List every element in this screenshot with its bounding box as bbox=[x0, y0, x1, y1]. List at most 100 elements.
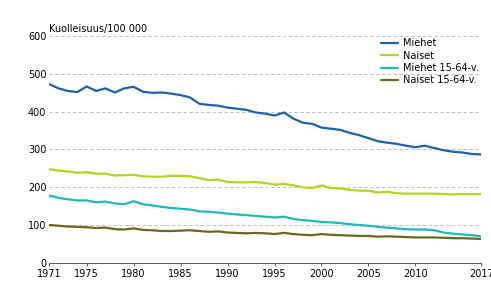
Miehet bbox=[347, 131, 353, 135]
Naiset bbox=[412, 192, 418, 195]
Naiset 15-64-v. bbox=[74, 225, 80, 229]
Naiset 15-64-v. bbox=[187, 228, 193, 232]
Miehet bbox=[431, 146, 437, 150]
Naiset 15-64-v. bbox=[403, 235, 409, 239]
Miehet 15-64-v. bbox=[112, 202, 118, 205]
Naiset 15-64-v. bbox=[290, 232, 296, 236]
Naiset 15-64-v. bbox=[460, 236, 465, 240]
Naiset bbox=[196, 176, 202, 180]
Naiset bbox=[356, 189, 362, 192]
Miehet bbox=[253, 111, 259, 114]
Miehet 15-64-v. bbox=[121, 202, 127, 206]
Naiset bbox=[121, 173, 127, 177]
Miehet bbox=[121, 86, 127, 90]
Naiset bbox=[178, 174, 184, 178]
Miehet 15-64-v. bbox=[319, 220, 325, 224]
Miehet bbox=[319, 126, 325, 129]
Naiset 15-64-v. bbox=[103, 226, 109, 230]
Miehet bbox=[262, 112, 268, 115]
Text: Kuolleisuus/100 000: Kuolleisuus/100 000 bbox=[49, 24, 147, 34]
Naiset 15-64-v. bbox=[215, 230, 221, 233]
Naiset bbox=[112, 174, 118, 177]
Miehet 15-64-v. bbox=[422, 228, 428, 231]
Naiset 15-64-v. bbox=[46, 223, 52, 227]
Miehet bbox=[215, 104, 221, 108]
Miehet bbox=[234, 107, 240, 111]
Miehet 15-64-v. bbox=[337, 221, 343, 225]
Miehet bbox=[309, 122, 315, 126]
Miehet bbox=[159, 91, 165, 94]
Miehet 15-64-v. bbox=[478, 234, 484, 238]
Miehet 15-64-v. bbox=[440, 231, 446, 234]
Miehet bbox=[131, 85, 136, 89]
Naiset 15-64-v. bbox=[309, 233, 315, 237]
Miehet bbox=[46, 82, 52, 86]
Naiset 15-64-v. bbox=[206, 230, 212, 234]
Miehet 15-64-v. bbox=[140, 202, 146, 206]
Naiset bbox=[168, 174, 174, 178]
Naiset 15-64-v. bbox=[431, 236, 437, 239]
Naiset bbox=[384, 190, 390, 194]
Miehet 15-64-v. bbox=[412, 228, 418, 231]
Naiset bbox=[478, 192, 484, 196]
Miehet bbox=[403, 144, 409, 148]
Naiset 15-64-v. bbox=[262, 231, 268, 235]
Naiset bbox=[149, 175, 155, 178]
Naiset 15-64-v. bbox=[300, 233, 306, 237]
Naiset bbox=[224, 180, 230, 184]
Naiset bbox=[440, 192, 446, 196]
Miehet 15-64-v. bbox=[131, 199, 136, 203]
Miehet bbox=[440, 149, 446, 152]
Miehet bbox=[140, 90, 146, 94]
Naiset bbox=[272, 183, 277, 186]
Miehet 15-64-v. bbox=[234, 213, 240, 216]
Naiset bbox=[84, 170, 90, 174]
Miehet bbox=[394, 142, 400, 146]
Naiset 15-64-v. bbox=[469, 237, 475, 240]
Naiset 15-64-v. bbox=[244, 231, 249, 235]
Miehet 15-64-v. bbox=[55, 196, 61, 200]
Naiset 15-64-v. bbox=[131, 226, 136, 230]
Miehet 15-64-v. bbox=[65, 198, 71, 201]
Naiset bbox=[460, 192, 465, 196]
Miehet bbox=[178, 93, 184, 97]
Naiset 15-64-v. bbox=[234, 231, 240, 235]
Miehet 15-64-v. bbox=[149, 204, 155, 207]
Naiset 15-64-v. bbox=[440, 236, 446, 240]
Naiset 15-64-v. bbox=[112, 227, 118, 231]
Naiset bbox=[234, 181, 240, 184]
Miehet 15-64-v. bbox=[46, 194, 52, 198]
Miehet 15-64-v. bbox=[431, 228, 437, 232]
Naiset 15-64-v. bbox=[281, 231, 287, 235]
Naiset bbox=[375, 191, 381, 194]
Naiset bbox=[131, 173, 136, 177]
Naiset bbox=[206, 178, 212, 182]
Miehet bbox=[290, 117, 296, 120]
Miehet 15-64-v. bbox=[309, 219, 315, 223]
Naiset bbox=[103, 172, 109, 175]
Miehet 15-64-v. bbox=[460, 233, 465, 236]
Naiset 15-64-v. bbox=[412, 236, 418, 239]
Miehet 15-64-v. bbox=[328, 220, 334, 224]
Naiset bbox=[300, 185, 306, 189]
Naiset bbox=[450, 193, 456, 196]
Naiset bbox=[140, 175, 146, 178]
Miehet 15-64-v. bbox=[262, 215, 268, 219]
Naiset bbox=[347, 188, 353, 192]
Miehet bbox=[196, 102, 202, 106]
Miehet 15-64-v. bbox=[215, 211, 221, 214]
Miehet 15-64-v. bbox=[394, 226, 400, 230]
Naiset 15-64-v. bbox=[337, 233, 343, 237]
Miehet 15-64-v. bbox=[347, 222, 353, 226]
Naiset bbox=[55, 169, 61, 172]
Miehet 15-64-v. bbox=[93, 201, 99, 204]
Naiset bbox=[422, 192, 428, 195]
Naiset bbox=[46, 167, 52, 171]
Miehet 15-64-v. bbox=[159, 205, 165, 209]
Naiset bbox=[337, 187, 343, 190]
Naiset bbox=[290, 184, 296, 187]
Miehet 15-64-v. bbox=[206, 210, 212, 214]
Miehet bbox=[103, 86, 109, 90]
Naiset 15-64-v. bbox=[319, 232, 325, 236]
Miehet 15-64-v. bbox=[290, 217, 296, 221]
